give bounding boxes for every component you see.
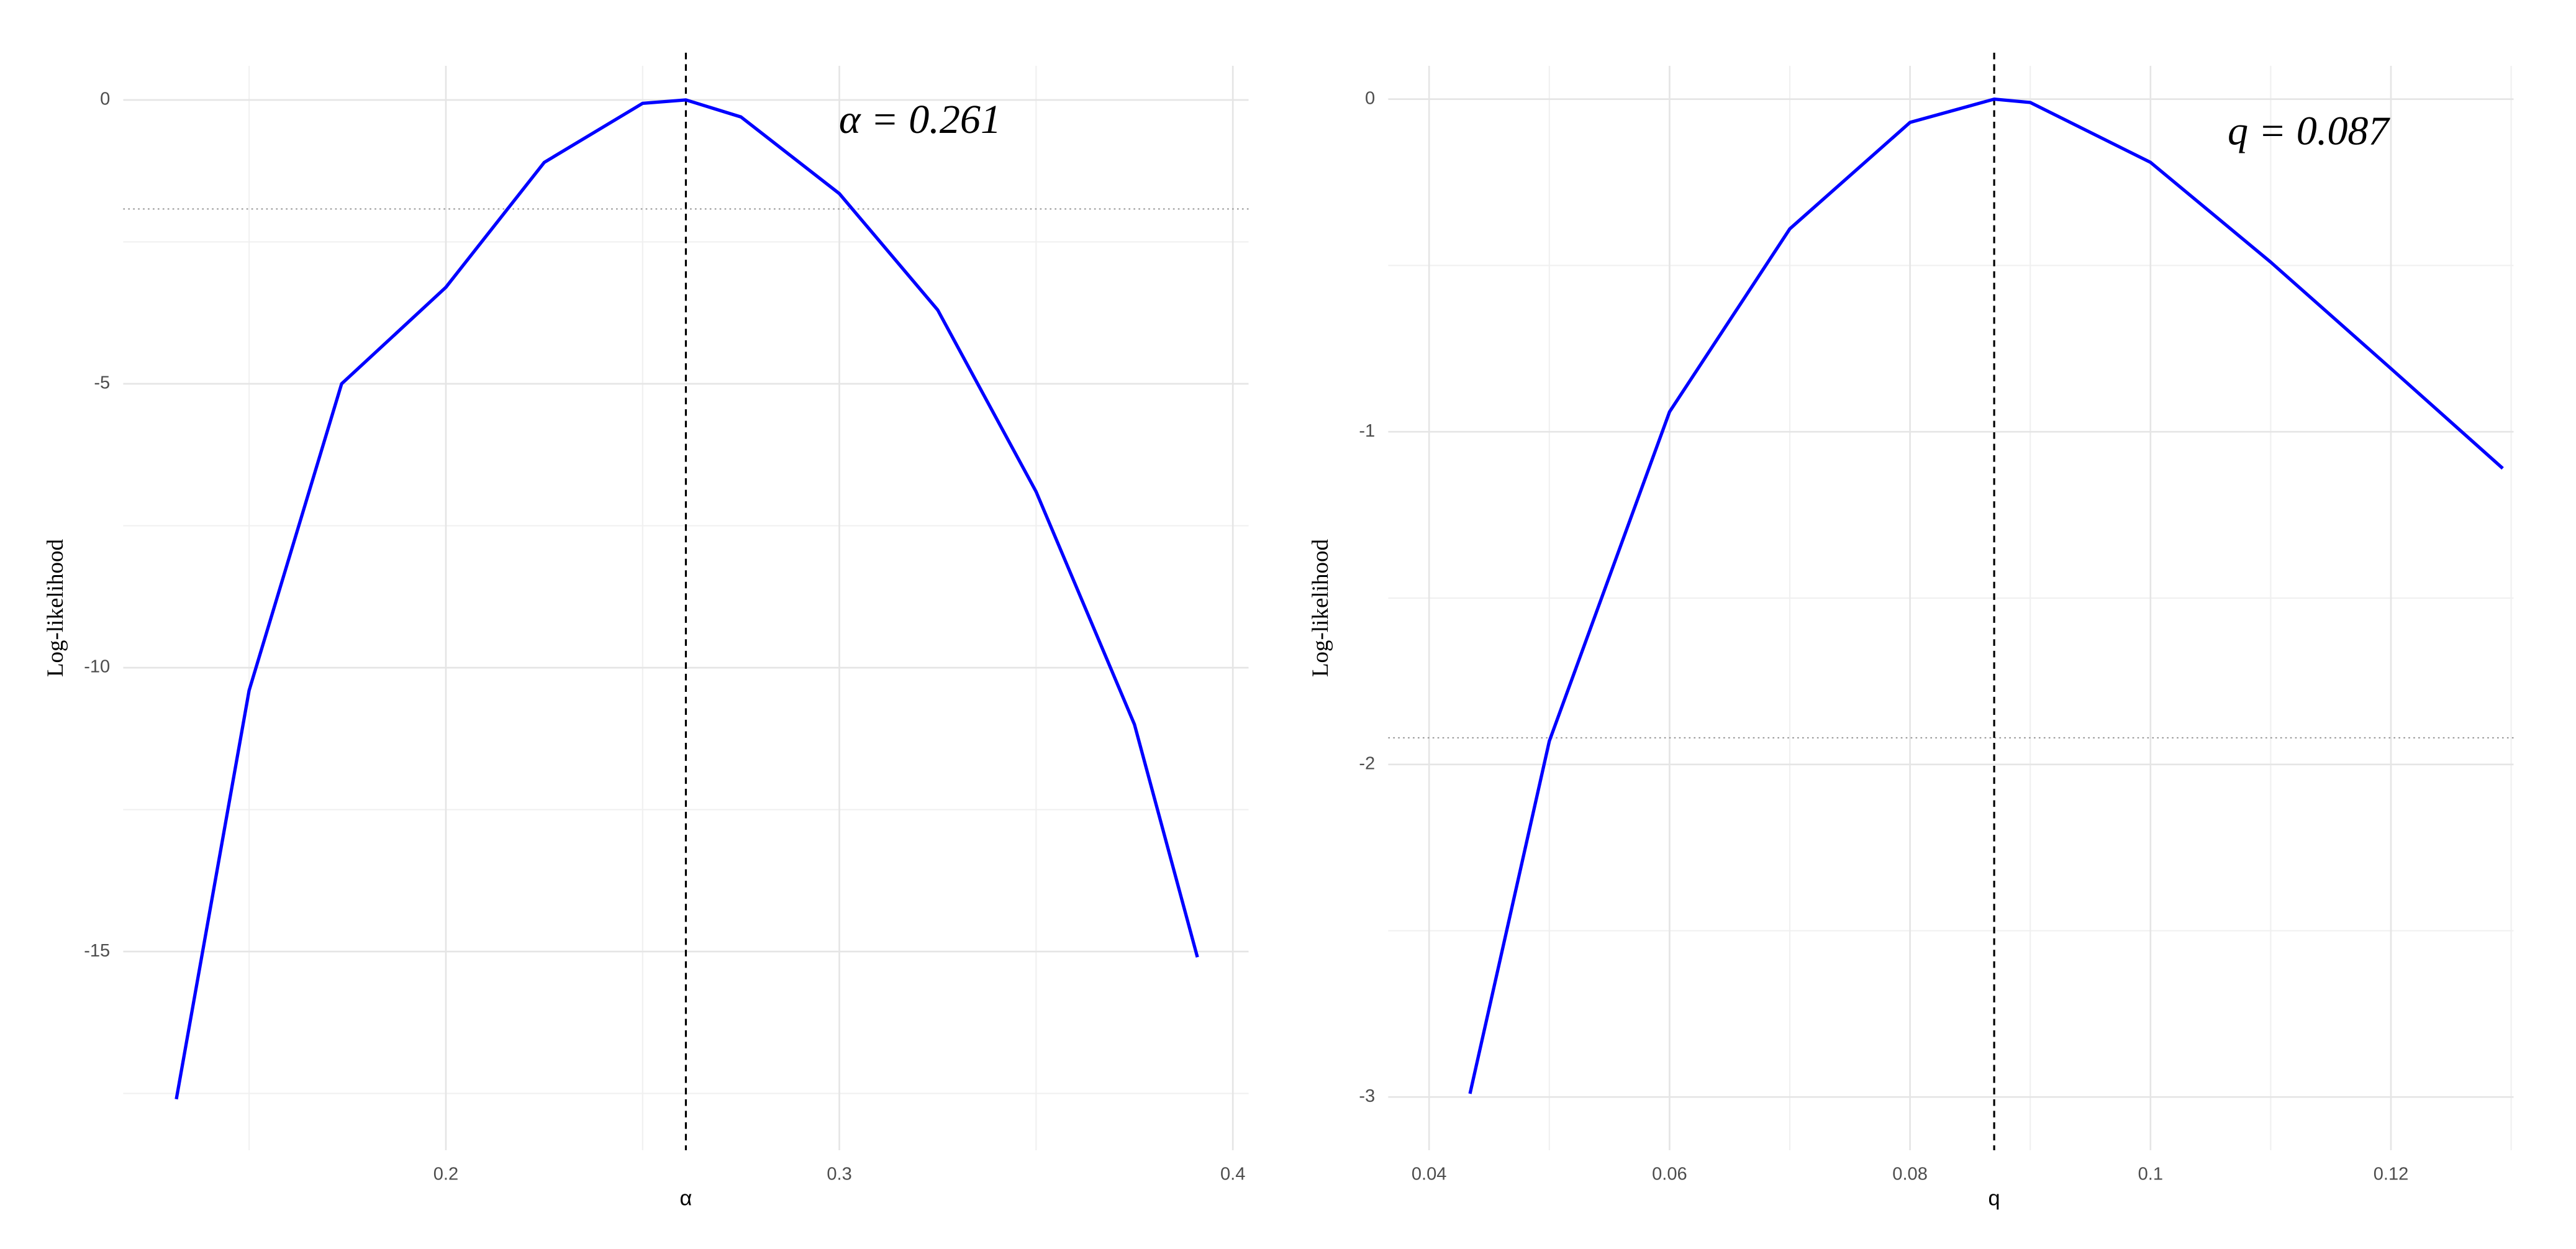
x-axis-title: q xyxy=(1989,1186,2000,1210)
y-tick-label: -2 xyxy=(1359,753,1375,773)
x-tick-label: 0.12 xyxy=(2374,1164,2409,1184)
y-tick-label: -15 xyxy=(84,941,110,961)
y-tick-label: -5 xyxy=(94,373,110,393)
x-tick-label: 0.04 xyxy=(1412,1164,1447,1184)
x-tick-label: 0.1 xyxy=(2138,1164,2163,1184)
y-axis-title: Log-likelihood xyxy=(43,539,68,678)
x-tick-label: 0.3 xyxy=(827,1164,851,1184)
x-tick-label: 0.08 xyxy=(1892,1164,1928,1184)
y-tick-label: -3 xyxy=(1359,1086,1375,1106)
x-tick-label: 0.4 xyxy=(1220,1164,1245,1184)
annotation: α = 0.261 xyxy=(839,97,1001,142)
data-line xyxy=(175,98,1199,1100)
y-tick-label: -10 xyxy=(84,657,110,677)
data-line xyxy=(1468,97,2504,1094)
x-axis-title: α xyxy=(680,1186,692,1210)
y-tick-label: 0 xyxy=(1365,88,1375,108)
x-tick-label: 0.2 xyxy=(433,1164,458,1184)
annotation: q = 0.087 xyxy=(2228,108,2390,153)
x-tick-label: 0.06 xyxy=(1652,1164,1687,1184)
y-tick-label: 0 xyxy=(100,89,110,109)
y-axis-title: Log-likelihood xyxy=(1308,539,1333,678)
y-tick-label: -1 xyxy=(1359,421,1375,441)
